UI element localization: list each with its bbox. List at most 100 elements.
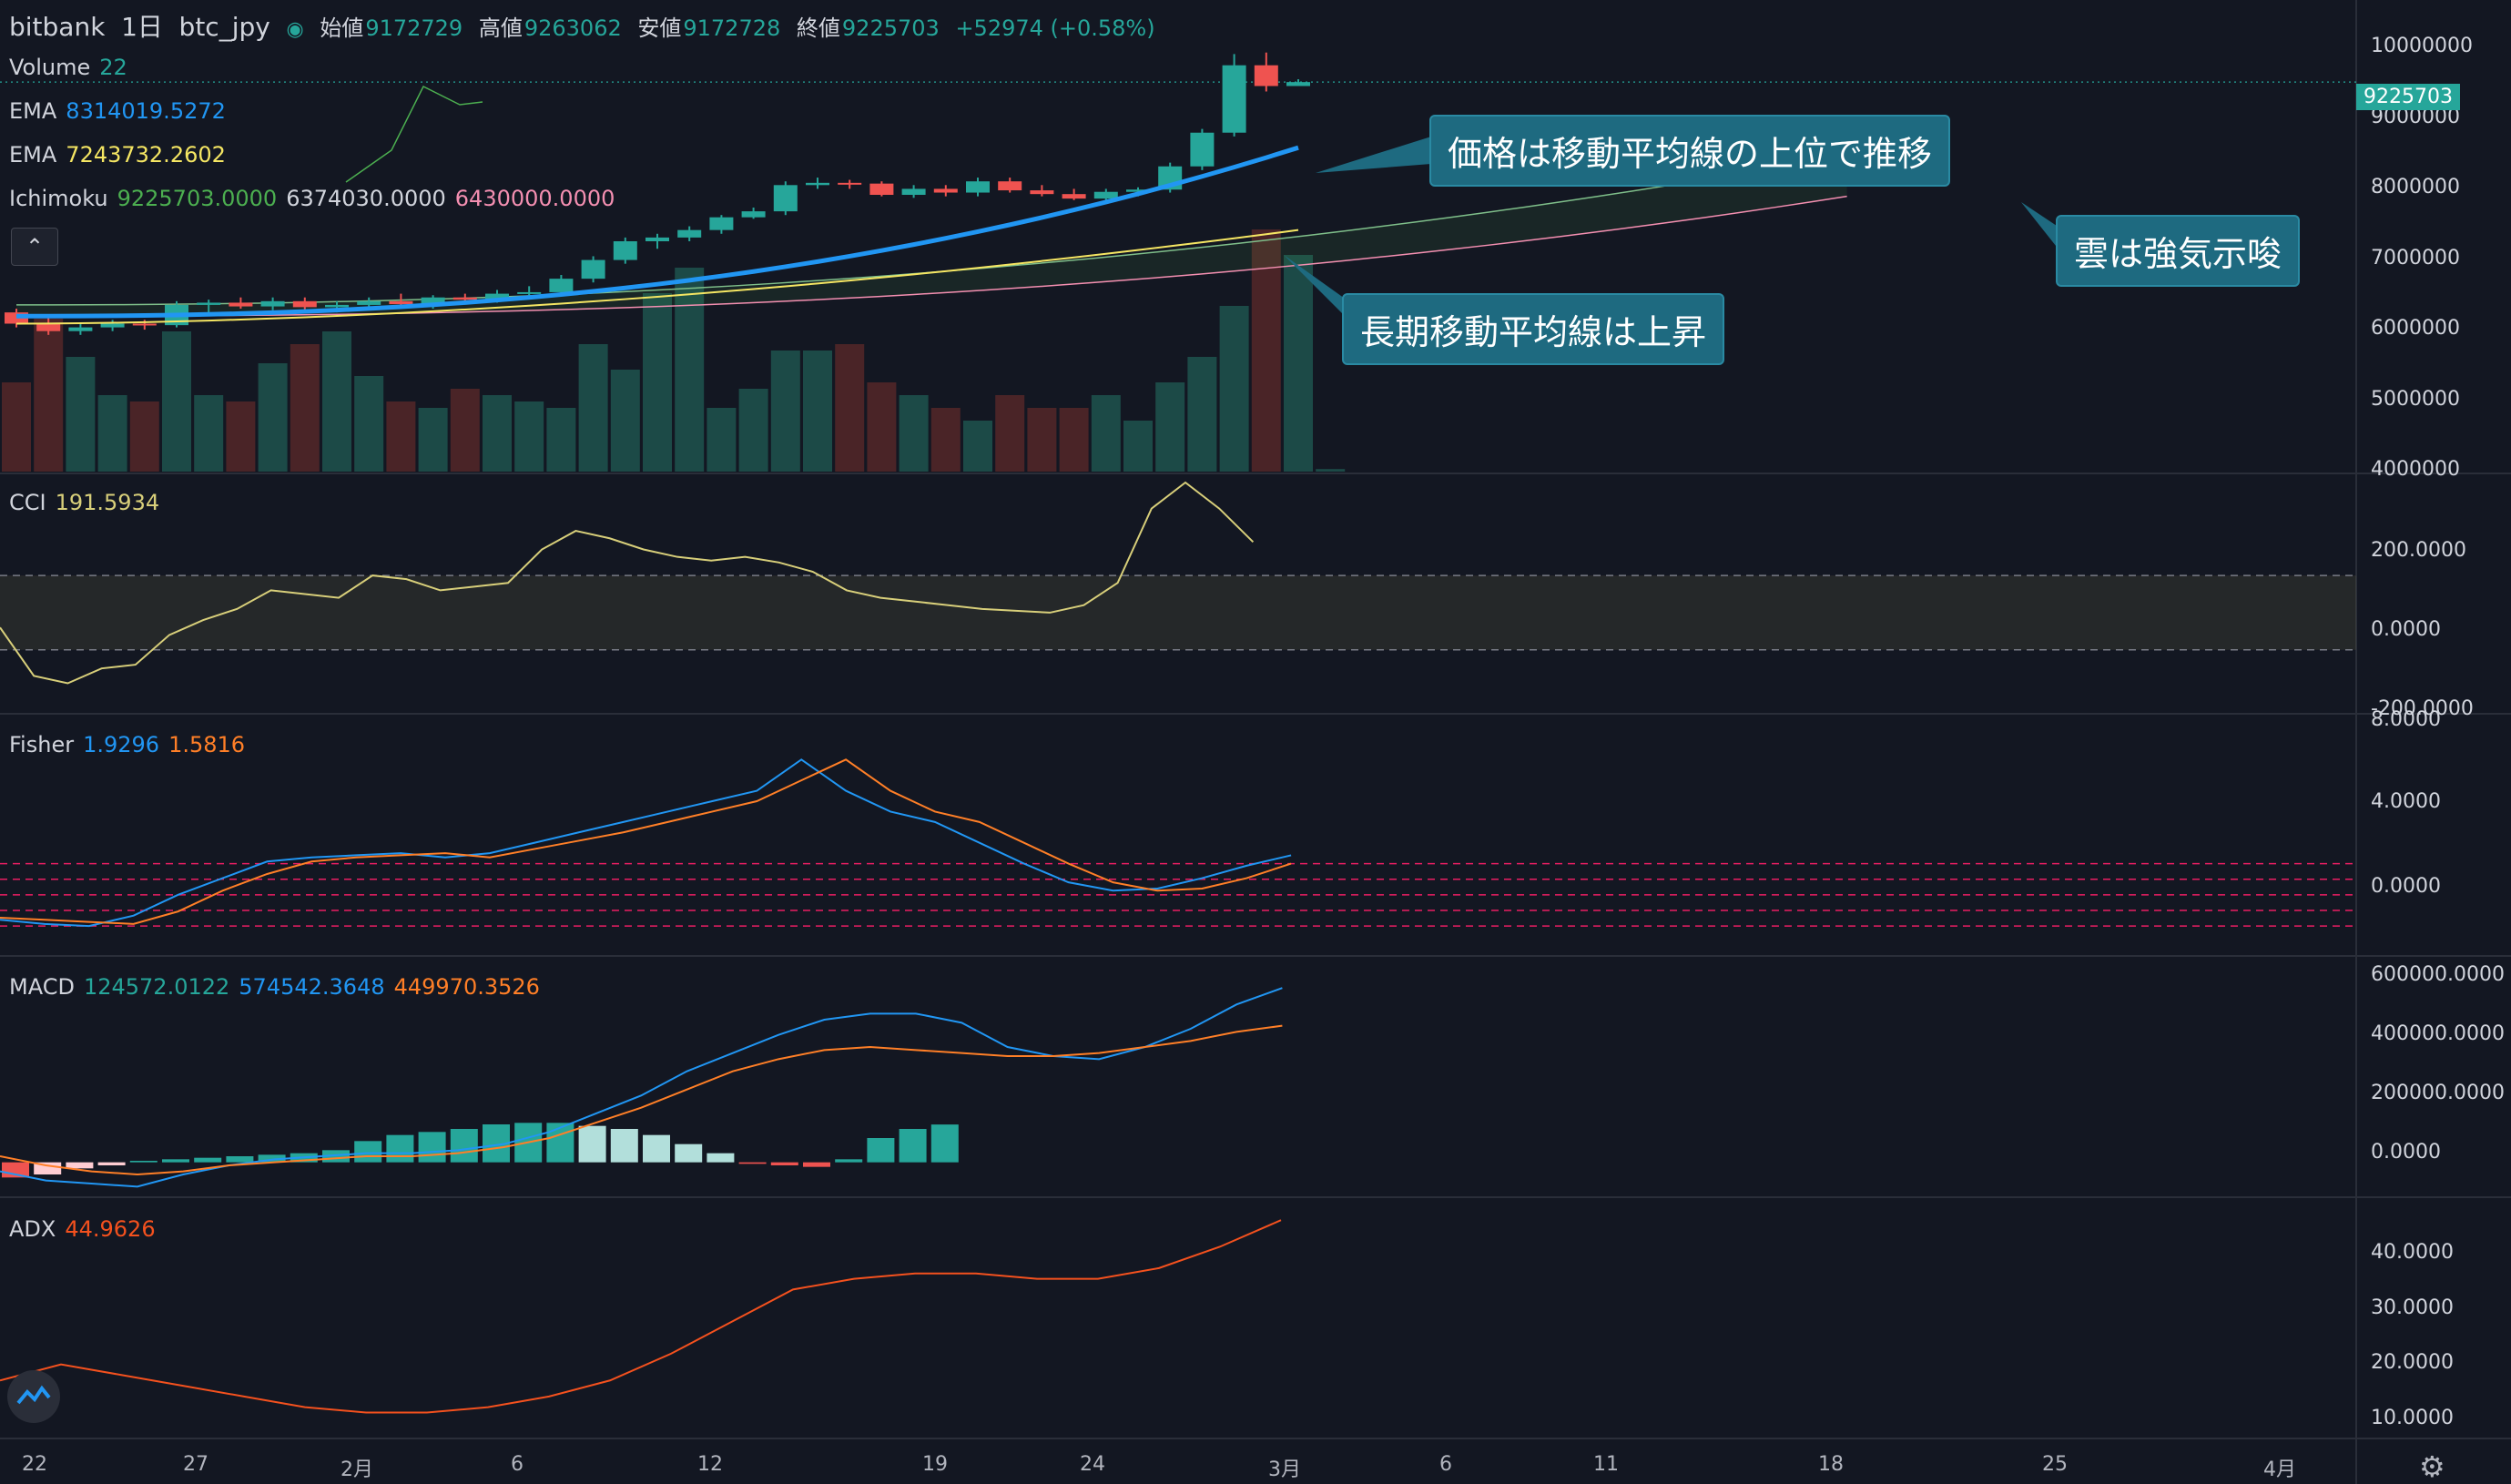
- fisher-legend[interactable]: Fisher 1.9296 1.5816: [9, 732, 254, 757]
- ichimoku-cloud: [16, 155, 1847, 317]
- symbol-label[interactable]: btc_jpy: [178, 12, 270, 42]
- time-axis-tick: 11: [1593, 1453, 1619, 1476]
- macd-histogram-bar: [546, 1123, 574, 1163]
- fisher-line: [0, 758, 1292, 928]
- macd-histogram-bar: [386, 1134, 414, 1163]
- price-axis-tick: 7000000: [2371, 247, 2460, 269]
- ema1-legend-value: 8314019.5272: [66, 98, 226, 124]
- candle-body: [1062, 194, 1086, 199]
- ichimoku-legend[interactable]: Ichimoku 9225703.0000 6374030.0000 6430000.…: [9, 186, 624, 211]
- candle-body: [229, 302, 253, 307]
- time-axis-tick: 12: [697, 1453, 723, 1476]
- volume-bar: [675, 268, 705, 472]
- macd-line: [0, 1024, 1283, 1176]
- ema-slow-line: [15, 229, 1299, 325]
- adx-legend-value: 44.9626: [65, 1216, 156, 1242]
- macd-legend[interactable]: MACD 124572.0122 574542.3648 449970.3526: [9, 974, 549, 1000]
- ema2-legend[interactable]: EMA 7243732.2602: [9, 142, 235, 168]
- fisher-line: [0, 758, 1292, 925]
- candle-body: [966, 181, 990, 193]
- volume-bar: [354, 376, 384, 472]
- fisher-axis-tick: 0.0000: [2371, 875, 2441, 898]
- candle-body: [452, 297, 477, 300]
- volume-bar: [450, 389, 480, 472]
- price-axis-tick: 10000000: [2371, 35, 2473, 57]
- ichimoku-span-b: [15, 195, 1847, 318]
- candle-body: [357, 300, 381, 305]
- volume-bar: [1187, 357, 1217, 472]
- candle-body: [549, 279, 574, 292]
- candle-body: [901, 188, 926, 195]
- macd-axis-tick: 400000.0000: [2371, 1022, 2505, 1045]
- candle-body: [325, 304, 349, 308]
- high-value: 9263062: [524, 15, 622, 41]
- volume-bar: [129, 401, 159, 472]
- annotation-price-above-ma[interactable]: 価格は移動平均線の上位で推移: [1429, 115, 1951, 187]
- volume-bar: [738, 389, 768, 472]
- price-axis-tick: 6000000: [2371, 317, 2460, 340]
- candle-body: [100, 323, 125, 328]
- ichimoku-legend-v1: 9225703.0000: [117, 186, 278, 211]
- volume-bar: [258, 363, 288, 472]
- fisher-legend-v2: 1.5816: [168, 732, 246, 757]
- chevron-up-icon: ⌃: [25, 234, 45, 259]
- fisher-axis-tick: 8.0000: [2371, 708, 2441, 731]
- macd-histogram-bar: [930, 1124, 959, 1163]
- header-legend: bitbank 1日 btc_jpy ◉ 始値9172729 高値9263062…: [9, 7, 1164, 44]
- adx-legend[interactable]: ADX 44.9626: [9, 1216, 165, 1242]
- macd-line: [0, 987, 1283, 1188]
- volume-bar: [66, 357, 96, 472]
- price-axis-tick: 4000000: [2371, 458, 2460, 481]
- annotation-long-ma-rising[interactable]: 長期移動平均線は上昇: [1342, 293, 1725, 365]
- ema2-legend-label: EMA: [9, 142, 57, 168]
- tradingview-logo[interactable]: [7, 1370, 60, 1423]
- volume-legend[interactable]: Volume 22: [9, 55, 137, 80]
- candle-body: [68, 327, 93, 331]
- cci-line: [0, 481, 1255, 685]
- annotation-cloud-bullish[interactable]: 雲は強気示唆: [2056, 215, 2301, 287]
- macd-histogram-bar: [66, 1162, 94, 1169]
- time-axis-tick: 27: [183, 1453, 208, 1476]
- cci-axis-tick: -200.0000: [2371, 697, 2474, 720]
- volume-bar: [194, 395, 224, 472]
- candle-body: [709, 217, 734, 230]
- volume-legend-label: Volume: [9, 55, 91, 80]
- ema1-legend[interactable]: EMA 8314019.5272: [9, 98, 235, 124]
- volume-bar: [1027, 408, 1057, 472]
- candle-body: [485, 293, 509, 300]
- ichimoku-legend-label: Ichimoku: [9, 186, 108, 211]
- candle-body: [806, 182, 829, 186]
- macd-axis-tick: 0.0000: [2371, 1141, 2441, 1164]
- cci-legend-label: CCI: [9, 490, 46, 515]
- cci-axis-tick: 200.0000: [2371, 539, 2466, 562]
- macd-histogram-bar: [707, 1153, 735, 1163]
- macd-histogram-bar: [578, 1125, 606, 1163]
- candle-body: [36, 323, 61, 331]
- volume-bar: [1219, 306, 1249, 472]
- macd-histogram-bar: [803, 1162, 830, 1167]
- candle-body: [1222, 65, 1246, 133]
- candle-body: [1190, 132, 1215, 167]
- volume-bar: [1091, 395, 1121, 472]
- volume-bar: [1251, 229, 1281, 472]
- time-axis-tick: 6: [1439, 1453, 1452, 1476]
- candle-body: [1093, 191, 1118, 199]
- interval-label[interactable]: 1日: [121, 12, 163, 42]
- candle-body: [260, 300, 285, 307]
- ema1-legend-label: EMA: [9, 98, 57, 124]
- time-axis-tick: 24: [1080, 1453, 1105, 1476]
- macd-axis-tick: 200000.0000: [2371, 1082, 2505, 1104]
- volume-bar: [546, 408, 576, 472]
- time-axis-tick: 22: [22, 1453, 47, 1476]
- macd-legend-label: MACD: [9, 974, 75, 1000]
- candle-body: [197, 302, 221, 305]
- macd-histogram-bar: [354, 1141, 382, 1163]
- volume-bar: [803, 351, 832, 472]
- time-axis-tick: 19: [922, 1453, 948, 1476]
- time-axis-tick: 2月: [341, 1459, 373, 1481]
- time-axis-tick: 3月: [1268, 1459, 1301, 1481]
- cci-legend[interactable]: CCI 191.5934: [9, 490, 168, 515]
- gear-icon[interactable]: ⚙: [2419, 1449, 2445, 1484]
- collapse-legend-button[interactable]: ⌃: [11, 228, 58, 266]
